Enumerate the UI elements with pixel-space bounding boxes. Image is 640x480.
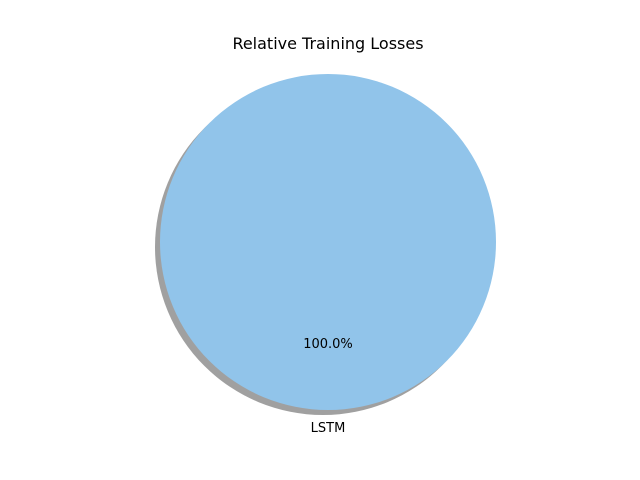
slice-category-label: LSTM [311,421,346,436]
chart-title: Relative Training Losses [232,34,423,53]
pie-group: 100.0% LSTM [155,74,496,436]
pie-slice-lstm [160,74,496,410]
slice-percent-label: 100.0% [303,337,353,352]
